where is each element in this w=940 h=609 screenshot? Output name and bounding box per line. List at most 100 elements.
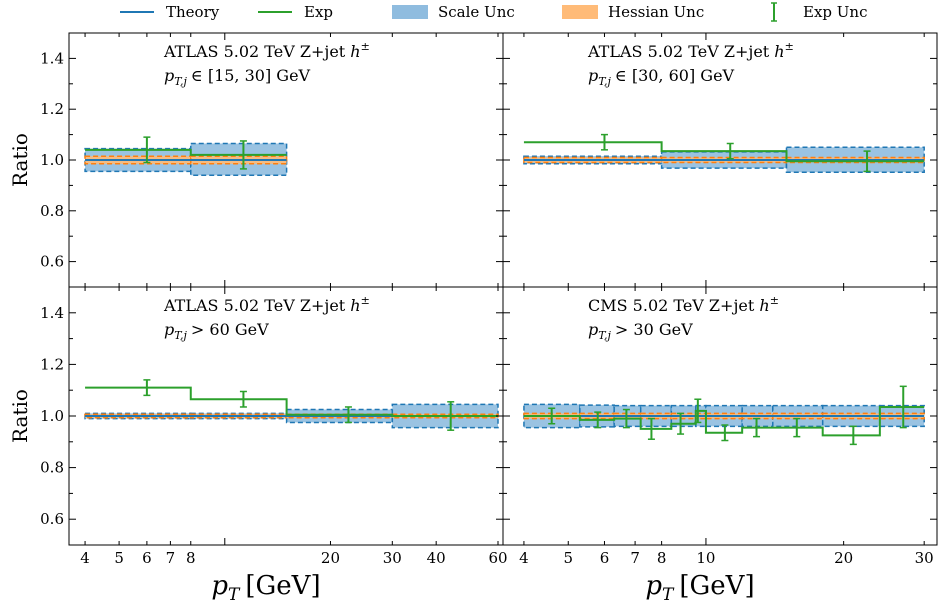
ytick-label: 1.2 [40,355,64,373]
panel-subtitle-range: > 30 GeV [615,320,693,339]
panel-subtitle-sub: T,j [174,75,187,88]
xtick-label: 7 [630,549,640,567]
legend-swatch [392,5,428,19]
legend-entry: Hessian Unc [562,3,704,21]
exp-errorbar [647,417,655,440]
x-axis-subscript: T [662,585,675,605]
x-axis-label: pT [GeV] [645,571,754,605]
x-axis-subscript: T [228,585,241,605]
exp-errorbar [726,142,734,160]
panel-subtitle-range: ∈ [15, 30] GeV [191,66,311,85]
legend-entry: Exp Unc [771,2,867,22]
y-axis-label: Ratio [8,389,32,443]
legend-label: Exp [304,3,333,21]
panel-subtitle: pT,j > 60 GeV [164,320,269,342]
panel-top-left: 0.6 0.8 1.0 1.2 1.4 Ratio ATLAS 5.02 TeV Z+jet… [8,32,504,288]
xtick-label: 6 [600,549,610,567]
legend-entry: Theory [120,3,220,21]
ytick-label: 0.8 [40,202,64,220]
exp-errorbar [239,140,247,170]
panel-subtitle-symbol: p [164,66,174,85]
ytick-label: 0.8 [40,459,64,477]
legend: Theory Exp Scale Unc Hessian Unc Exp Unc [120,2,867,22]
ytick-label: 1.4 [40,304,64,322]
exp-errorbar [863,150,871,173]
panel-subtitle-range: > 60 GeV [191,320,269,339]
xtick-label: 7 [166,549,176,567]
panel-title-symbol: h [759,296,769,315]
panels: 0.6 0.8 1.0 1.2 1.4 Ratio ATLAS 5.02 TeV Z+jet… [8,32,938,605]
xtick-label: 5 [114,549,124,567]
panel-title-text: ATLAS 5.02 TeV Z+jet [163,42,350,61]
panel-subtitle: pT,j ∈ [15, 30] GeV [164,66,311,88]
xtick-label: 8 [657,549,667,567]
legend-entry: Exp [258,3,333,21]
panel-title-symbol: h [774,42,784,61]
exp-errorbar [344,406,352,424]
xtick-label: 30 [915,549,934,567]
xtick-label: 20 [834,549,853,567]
exp-line [523,405,925,437]
exp-errorbar [721,424,729,442]
panel-subtitle-symbol: p [588,66,598,85]
x-axis-symbol: p [645,571,662,601]
xtick-label: 30 [383,549,402,567]
xtick-label: 20 [321,549,340,567]
panel-subtitle-sub: T,j [598,75,611,88]
panel-subtitle-sub: T,j [598,329,611,342]
exp-line [85,386,498,417]
xtick-label: 8 [186,549,196,567]
panel-subtitle-symbol: p [164,320,174,339]
xtick-label: 4 [519,549,529,567]
x-axis-unit: [GeV] [245,571,320,601]
exp-errorbar [849,425,857,446]
panel-title-text: ATLAS 5.02 TeV Z+jet [163,296,350,315]
x-axis-symbol: p [211,571,228,601]
exp-errorbar [622,408,630,429]
panel-title-sup: ± [770,294,779,307]
panel-title: ATLAS 5.02 TeV Z+jet h± [163,40,370,61]
panel-title-text: CMS 5.02 TeV Z+jet [588,296,759,315]
exp-errorbar [548,407,556,425]
exp-errorbar [447,401,455,431]
panel-title-sup: ± [361,294,370,307]
xtick-label: 60 [488,549,507,567]
legend-label: Theory [166,3,220,21]
exp-errorbar [793,417,801,438]
ytick-label: 1.2 [40,100,64,118]
exp-errorbar [143,136,151,164]
exp-line [85,148,287,156]
panel-subtitle-sub: T,j [174,329,187,342]
xtick-label: 4 [80,549,90,567]
y-axis-label: Ratio [8,133,32,187]
legend-swatch [562,5,598,19]
panel-subtitle-range: ∈ [30, 60] GeV [615,66,735,85]
ytick-label: 1.0 [40,151,64,169]
legend-label: Scale Unc [438,3,515,21]
ytick-label: 1.0 [40,407,64,425]
panel-title-symbol: h [350,296,360,315]
exp-errorbar [143,379,151,397]
panel-title: CMS 5.02 TeV Z+jet h± [588,294,779,315]
xtick-label: 40 [427,549,446,567]
xtick-label: 10 [696,549,715,567]
x-axis-label: pT [GeV] [211,571,320,605]
panel-title: ATLAS 5.02 TeV Z+jet h± [587,40,794,61]
exp-errorbar [600,133,608,151]
panel-title-sup: ± [361,40,370,53]
exp-errorbar [677,412,685,435]
ytick-label: 0.6 [40,510,64,528]
ytick-label: 0.6 [40,253,64,271]
panel-subtitle: pT,j ∈ [30, 60] GeV [588,66,735,88]
exp-errorbar [594,411,602,429]
panel-title: ATLAS 5.02 TeV Z+jet h± [163,294,370,315]
ytick-label: 1.4 [40,49,64,67]
exp-errorbar [239,390,247,408]
panel-title-sup: ± [785,40,794,53]
legend-label: Exp Unc [803,3,867,21]
xtick-label: 6 [142,549,152,567]
legend-label: Hessian Unc [608,3,704,21]
